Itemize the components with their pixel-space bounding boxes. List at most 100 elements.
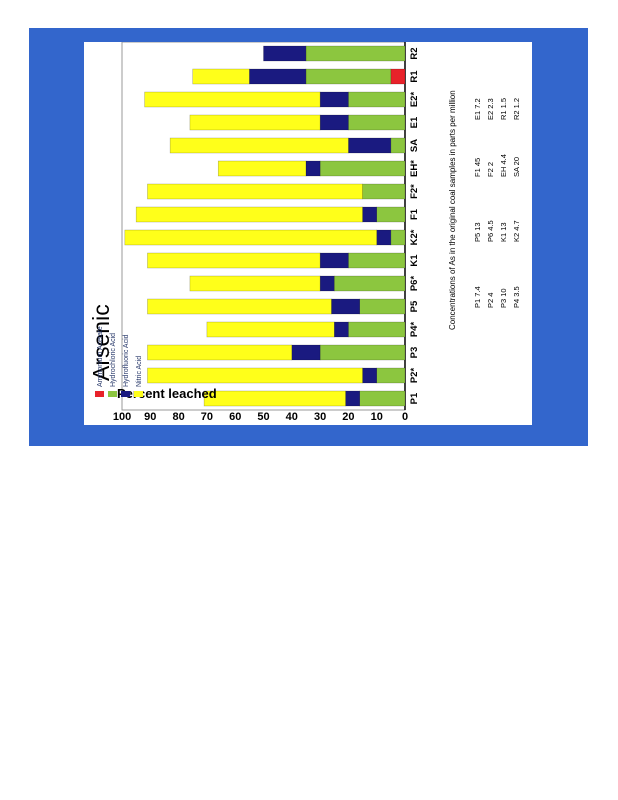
- bar-e1-series-1: [348, 114, 406, 131]
- bar-p5-series-1: [359, 298, 406, 315]
- bar-e2star-series-2: [319, 91, 349, 108]
- y-tick-label: 90: [144, 411, 156, 423]
- category-label: P3: [409, 347, 420, 359]
- annotation-entry: R2 1.2: [512, 98, 521, 120]
- annotation-entry: E2 2.3: [486, 98, 495, 120]
- bar-f1-series-3: [135, 206, 363, 223]
- bar-e2star-series-1: [348, 91, 406, 108]
- category-label: E1: [409, 116, 420, 128]
- bar-p1-series-1: [359, 390, 406, 407]
- bar-p5-series-2: [331, 298, 360, 315]
- bar-p3-series-3: [147, 344, 293, 361]
- bar-k2star-series-3: [124, 229, 377, 246]
- bar-sa-series-1: [390, 137, 406, 154]
- annotation-entry: P6 4.5: [486, 220, 495, 242]
- category-label: P5: [409, 300, 420, 312]
- bar-p4star-series-1: [348, 321, 406, 338]
- category-label: EH*: [409, 160, 420, 177]
- bar-f1-series-1: [376, 206, 406, 223]
- chart-title: Arsenic: [88, 304, 114, 381]
- category-label: P1: [409, 392, 420, 404]
- legend-label: Ammonium Acetate: [97, 326, 104, 387]
- category-label: P4*: [409, 322, 420, 338]
- annotation-entry: E1 7.2: [473, 98, 482, 120]
- bar-sa-series-3: [169, 137, 349, 154]
- bar-k2star-series-1: [390, 229, 406, 246]
- bar-p2star-series-2: [362, 367, 377, 384]
- bar-e2star-series-3: [144, 91, 321, 108]
- legend-swatch: [108, 391, 117, 397]
- legend-label: Hydrochloric Acid: [110, 333, 117, 387]
- bar-p4star-series-2: [334, 321, 349, 338]
- annotation-entry: P2 4: [486, 293, 495, 308]
- bar-p4star-series-3: [206, 321, 335, 338]
- bar-p6star-series-2: [319, 275, 335, 292]
- bar-p6star-series-3: [189, 275, 321, 292]
- bar-k1-series-1: [348, 252, 406, 269]
- bars-layer: [124, 45, 406, 407]
- annotation-entry: SA 20: [512, 157, 521, 177]
- annotation-entry: F2 2: [486, 162, 495, 177]
- category-label: K2*: [409, 229, 420, 245]
- bar-p3-series-1: [319, 344, 406, 361]
- bar-p3-series-2: [291, 344, 321, 361]
- bar-ehstar-series-3: [217, 160, 307, 177]
- category-labels: P1 P2* P3 P4* P5 P6* K1 K2* F1 F2* EH* SA E1 E2* R1 R2: [409, 47, 420, 404]
- category-label: F2*: [409, 184, 420, 199]
- y-axis-label: Percent leached: [117, 386, 217, 401]
- bar-p2star-series-3: [147, 367, 363, 384]
- legend-swatch: [121, 391, 130, 397]
- annotation-heading: Concentrations of As in the original coa…: [448, 90, 457, 330]
- y-tick-label: 60: [229, 411, 241, 423]
- annotation-entry: K1 13: [499, 222, 508, 242]
- bar-r1-series-3: [192, 68, 250, 85]
- bar-ehstar-series-2: [305, 160, 321, 177]
- category-label: E2*: [409, 92, 420, 108]
- y-tick-label: 30: [314, 411, 326, 423]
- bar-e1-series-2: [319, 114, 349, 131]
- annotation-entry: F1 45: [473, 158, 482, 177]
- y-tick-label: 10: [371, 411, 383, 423]
- category-label: F1: [409, 208, 420, 220]
- chart-panel: 0 10 20 30 40 50 60 70 80 90 100 P1 P2* P3 P4* P5 P6* K1…: [84, 41, 532, 425]
- bar-ehstar-series-1: [319, 160, 406, 177]
- bar-p1-series-3: [203, 390, 346, 407]
- bar-k1-series-2: [319, 252, 349, 269]
- y-tick-label: 100: [113, 411, 131, 423]
- bar-f1-series-2: [362, 206, 377, 223]
- legend-swatch: [134, 391, 143, 397]
- bar-e1-series-3: [189, 114, 321, 131]
- y-tick-label: 50: [257, 411, 269, 423]
- concentration-annotation: Concentrations of As in the original coa…: [448, 90, 521, 330]
- bar-f2star-series-3: [147, 183, 363, 200]
- bar-r1-series-2: [249, 68, 307, 85]
- annotation-entry: P1 7.4: [473, 286, 482, 308]
- bar-r2-series-1: [305, 45, 406, 62]
- legend-swatch: [95, 391, 104, 397]
- y-tick-label: 40: [286, 411, 298, 423]
- category-label: R2: [409, 47, 420, 59]
- annotation-entry: P5 13: [473, 222, 482, 242]
- y-tick-labels: 0 10 20 30 40 50 60 70 80 90 100: [113, 411, 408, 423]
- bar-r2-series-2: [263, 45, 307, 62]
- category-label: P2*: [409, 368, 420, 384]
- category-label: R1: [409, 70, 420, 83]
- legend-label: Hydrofluoric Acid: [123, 334, 130, 387]
- bar-sa-series-2: [348, 137, 392, 154]
- legend: Ammonium Acetate Hydrochloric Acid Hydrofl…: [95, 326, 143, 397]
- annotation-entry: P3 10: [499, 288, 508, 308]
- bar-r1-series-1: [305, 68, 392, 85]
- bar-p6star-series-1: [334, 275, 406, 292]
- bar-k1-series-3: [147, 252, 321, 269]
- category-label: SA: [409, 139, 420, 152]
- bar-p2star-series-1: [376, 367, 406, 384]
- arsenic-chart: 0 10 20 30 40 50 60 70 80 90 100 P1 P2* P3 P4* P5 P6* K1…: [88, 41, 521, 423]
- y-tick-label: 0: [402, 411, 408, 423]
- bar-r1-series-0: [390, 68, 406, 85]
- annotation-entry: K2 4.7: [512, 220, 521, 242]
- y-tick-label: 20: [342, 411, 354, 423]
- legend-label: Nitric Acid: [136, 356, 143, 387]
- annotation-entry: EH 4.4: [499, 154, 508, 177]
- annotation-entry: P4 3.5: [512, 286, 521, 308]
- bar-k2star-series-2: [376, 229, 392, 246]
